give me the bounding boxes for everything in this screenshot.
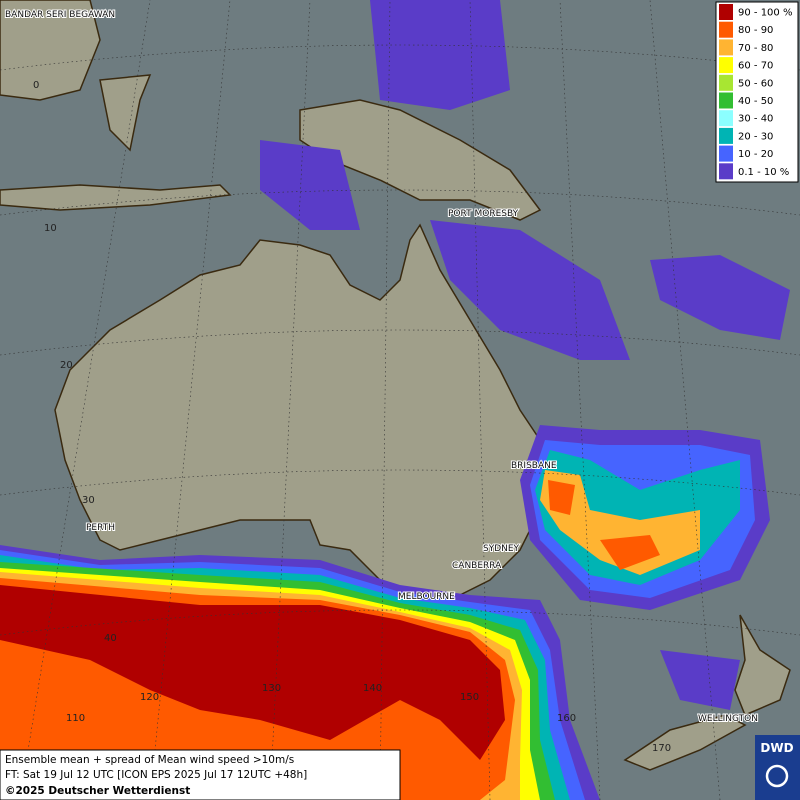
longitude-label: 120 — [140, 692, 159, 703]
legend-label: 40 - 50 — [738, 96, 773, 107]
footer-box — [0, 749, 401, 800]
city-label: CANBERRA — [452, 561, 502, 571]
legend-swatch — [719, 74, 733, 91]
latitude-label: 30 — [82, 495, 95, 506]
latitude-label: 40 — [104, 633, 117, 644]
latitude-label: 10 — [44, 223, 57, 234]
legend-swatch — [719, 110, 733, 127]
city-label: BRISBANE — [511, 461, 557, 471]
legend-swatch — [719, 145, 733, 162]
legend-label: 70 - 80 — [738, 43, 773, 54]
city-label: PORT MORESBY — [448, 209, 519, 219]
new-zealand-south — [623, 714, 747, 771]
logo-box — [755, 735, 800, 800]
legend-swatch — [719, 21, 733, 38]
logo-icon — [765, 764, 789, 788]
legend-label: 20 - 30 — [738, 131, 773, 142]
city-label: BANDAR SERI BEGAWAN — [5, 10, 115, 20]
longitude-label: 150 — [460, 692, 479, 703]
city-label: WELLINGTON — [698, 714, 758, 724]
latitude-label: 20 — [60, 360, 73, 371]
longitude-label: 170 — [652, 743, 671, 754]
footer-line: ©2025 Deutscher Wetterdienst — [5, 785, 190, 797]
legend-swatch — [719, 4, 733, 20]
indonesia-islands — [0, 184, 232, 211]
legend-label: 50 - 60 — [738, 78, 773, 89]
legend-swatch — [719, 127, 733, 144]
latitude-label: 0 — [33, 80, 39, 91]
legend-swatch — [719, 57, 733, 74]
legend-swatch — [719, 39, 733, 56]
legend-label: 10 - 20 — [738, 149, 773, 160]
sulawesi — [99, 74, 152, 152]
legend-label: 0.1 - 10 % — [738, 167, 789, 178]
legend-swatch — [719, 92, 733, 109]
longitude-label: 160 — [557, 713, 576, 724]
city-label: PERTH — [86, 523, 115, 533]
borneo — [0, 0, 101, 101]
legend-label: 80 - 90 — [738, 25, 773, 36]
city-label: MELBOURNE — [398, 592, 455, 602]
longitude-label: 130 — [262, 683, 281, 694]
longitude-label: 110 — [66, 713, 85, 724]
city-label: SYDNEY — [483, 544, 520, 554]
new-zealand-north — [734, 614, 791, 716]
footer-line: FT: Sat 19 Jul 12 UTC [ICON EPS 2025 Jul… — [5, 769, 307, 781]
legend-label: 30 - 40 — [738, 114, 773, 125]
logo-text: DWD — [760, 741, 793, 755]
legend-label: 90 - 100 % — [738, 8, 792, 19]
footer-line: Ensemble mean + spread of Mean wind spee… — [5, 754, 294, 766]
legend-swatch — [719, 163, 733, 180]
legend-label: 60 - 70 — [738, 61, 773, 72]
longitude-label: 140 — [363, 683, 382, 694]
